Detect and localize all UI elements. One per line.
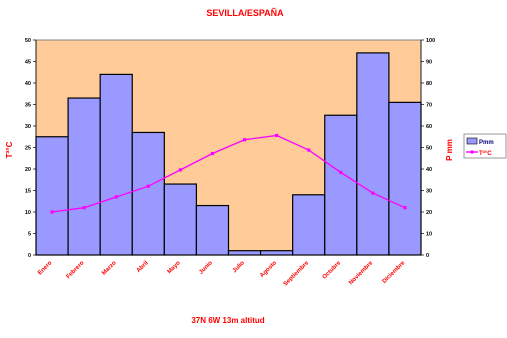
temperature-point-octubre <box>339 170 343 175</box>
bar-julio <box>227 250 262 256</box>
temperature-point-agosto <box>275 133 279 138</box>
bar-enero <box>35 136 69 256</box>
x-tick-label: Mayo <box>167 260 182 275</box>
y2-tick-label: 60 <box>426 124 432 130</box>
x-tick-label: Julio <box>232 260 246 274</box>
y2-tick-label: 100 <box>426 38 435 44</box>
x-tick-label: Octubre <box>322 260 343 281</box>
y-axis-label: Tª°C <box>5 141 14 158</box>
bar-noviembre <box>356 52 390 256</box>
x-tick-label: Febrero <box>66 260 86 280</box>
y-tick-label: 40 <box>25 81 31 87</box>
chart-subtitle: 37N 6W 13m altitud <box>191 316 264 325</box>
temperature-point-noviembre <box>371 191 375 195</box>
y2-tick-label: 90 <box>426 60 432 66</box>
bar-diciembre <box>388 101 422 256</box>
bar-mayo <box>163 183 198 256</box>
y2-tick-label: 40 <box>426 167 432 173</box>
temperature-point-marzo <box>114 195 118 199</box>
temperature-point-enero <box>50 210 54 214</box>
y2-tick-label: 50 <box>426 146 432 152</box>
temperature-point-mayo <box>178 168 182 172</box>
x-tick-label: Noviembre <box>348 260 375 287</box>
legend-label-temp: Tª°C <box>479 150 492 157</box>
x-tick-label: Septiembre <box>283 260 311 288</box>
temperature-point-diciembre <box>403 206 407 210</box>
bar-abril <box>131 131 165 256</box>
temperature-point-julio <box>242 138 247 142</box>
line-layer <box>50 133 407 214</box>
x-tick-label: Enero <box>37 260 54 277</box>
bar-febrero <box>67 97 101 256</box>
x-tick-label: Diciembre <box>382 260 407 285</box>
y2-tick-label: 70 <box>426 103 432 109</box>
bar-septiembre <box>292 194 326 256</box>
y-tick-label: 45 <box>25 60 31 66</box>
chart-legend: Pmm Tª°C <box>463 133 507 159</box>
bar-junio <box>195 204 230 256</box>
y-tick-label: 5 <box>28 232 31 238</box>
y-tick-label: 30 <box>25 124 31 130</box>
legend-swatch-precip <box>466 137 478 145</box>
temperature-point-septiembre <box>307 148 311 152</box>
temperature-point-junio <box>210 151 215 156</box>
y-tick-label: 50 <box>25 38 31 44</box>
y-tick-label: 25 <box>25 146 31 152</box>
y-tick-label: 0 <box>28 253 31 259</box>
y-tick-label: 10 <box>25 210 31 216</box>
y2-axis-label: P mm <box>445 139 454 161</box>
y-tick-label: 35 <box>25 103 31 109</box>
temperature-line <box>51 134 406 213</box>
chart-title: SEVILLA/ESPAÑA <box>206 8 284 18</box>
x-tick-label: Agosto <box>259 260 278 279</box>
temperature-point-febrero <box>82 206 86 210</box>
y-tick-label: 20 <box>25 167 31 173</box>
x-tick-label: Abril <box>136 260 150 274</box>
bar-agosto <box>259 250 294 256</box>
x-tick-label: Marzo <box>101 260 118 277</box>
bars-layer <box>35 52 422 256</box>
y2-tick-label: 20 <box>426 210 432 216</box>
y2-tick-label: 80 <box>426 81 432 87</box>
temperature-point-abril <box>146 184 150 188</box>
y2-tick-label: 10 <box>426 232 432 238</box>
x-tick-label: Junio <box>198 260 214 276</box>
bar-octubre <box>324 114 358 256</box>
y2-tick-label: 0 <box>426 253 429 259</box>
y2-tick-label: 30 <box>426 189 432 195</box>
bar-marzo <box>99 73 133 256</box>
legend-marker-temp <box>470 150 474 154</box>
y-tick-label: 15 <box>25 189 31 195</box>
legend-label-precip: Pmm <box>479 140 494 146</box>
